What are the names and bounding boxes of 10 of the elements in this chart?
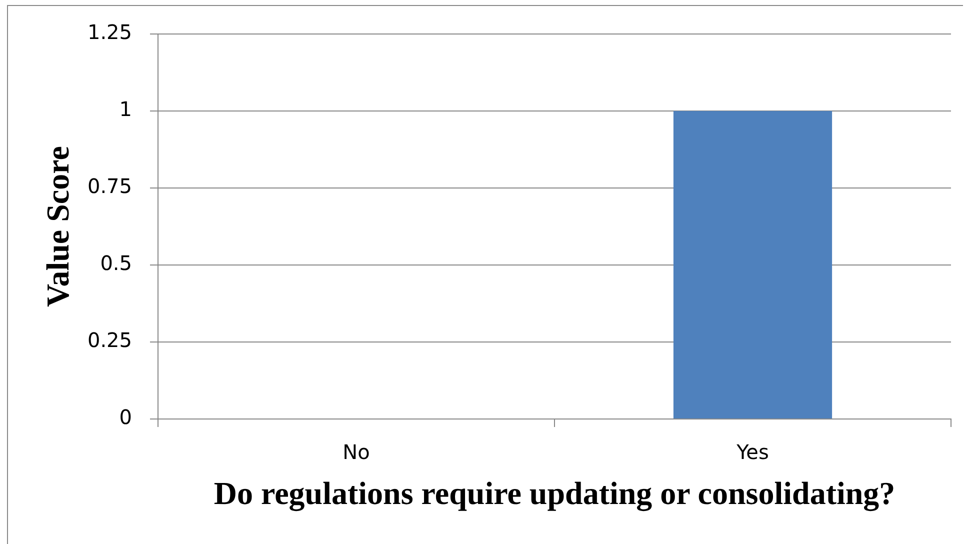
y-tick-label: 0 (119, 405, 132, 430)
y-tick-label: 0.5 (100, 251, 132, 276)
x-tick-label: No (342, 440, 370, 464)
x-axis-title: Do regulations require updating or consolidating? (214, 475, 896, 512)
y-tick-label: 1.25 (87, 20, 132, 44)
y-tick-label: 0.75 (87, 174, 132, 198)
y-axis-title: Value Score (39, 146, 76, 307)
x-tick-label: Yes (736, 440, 769, 464)
y-tick-label: 0.25 (87, 328, 132, 352)
y-tick-label: 1 (119, 97, 132, 122)
